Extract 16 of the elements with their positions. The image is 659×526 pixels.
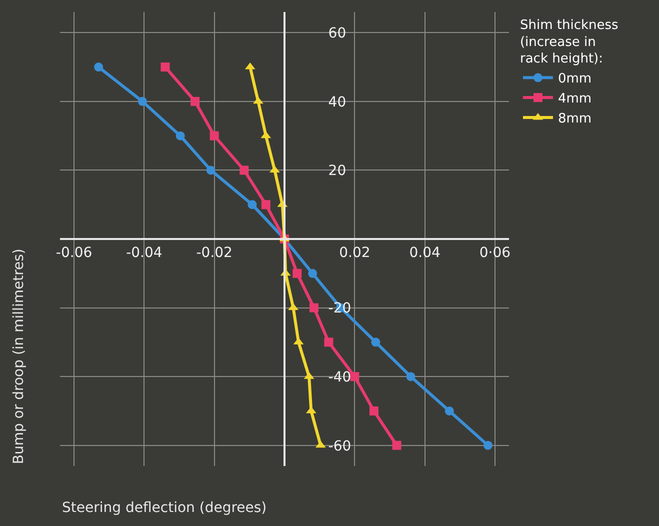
y-tick-label: 20 xyxy=(328,163,346,180)
y-tick-label: -60 xyxy=(328,438,352,454)
legend-label: 0mm xyxy=(558,72,592,87)
x-tick-label: 0.04 xyxy=(409,244,440,261)
legend-label: 8mm xyxy=(558,112,592,127)
legend-label: 4mm xyxy=(558,92,592,107)
x-tick-label: 0.02 xyxy=(339,244,370,261)
x-tick-label: -0.02 xyxy=(196,244,232,261)
legend-title: Shim thickness (increase in rack height): xyxy=(520,18,619,67)
x-tick-label: -0.06 xyxy=(56,244,92,261)
x-tick-label: 0·06 xyxy=(479,244,511,261)
x-axis-title: Steering deflection (degrees) xyxy=(62,500,267,516)
y-axis-title: Bump or droop (in millimetres) xyxy=(11,248,28,464)
x-tick-label: -0.04 xyxy=(126,244,162,261)
y-tick-label: 60 xyxy=(328,26,346,42)
y-tick-label: 40 xyxy=(328,94,346,110)
